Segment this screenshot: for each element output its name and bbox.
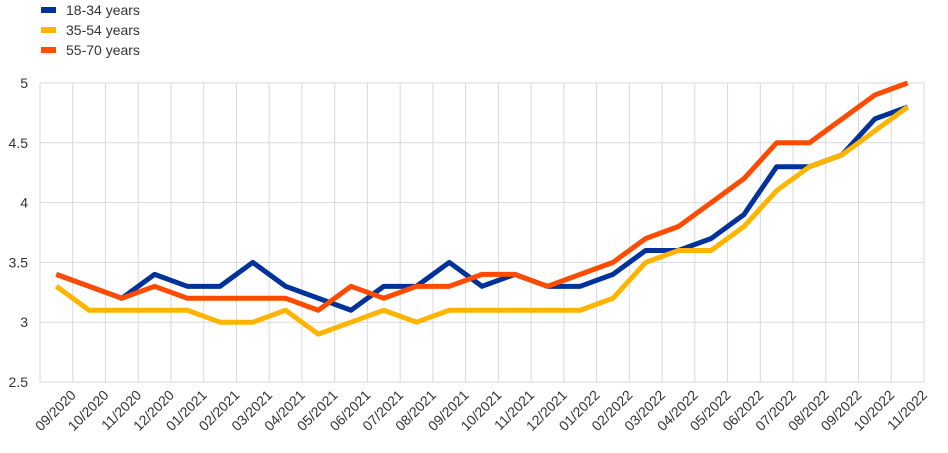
grid — [39, 82, 925, 383]
series-line-18-34-years — [55, 104, 909, 313]
legend-label: 35-54 years — [66, 22, 140, 38]
y-tick-label: 3.5 — [9, 254, 29, 270]
legend-swatch — [41, 7, 56, 13]
legend-swatch — [41, 47, 56, 53]
y-tick-label: 4.5 — [9, 135, 29, 151]
y-tick-label: 5 — [20, 75, 28, 91]
y-tick-label: 3 — [20, 314, 28, 330]
x-axis-ticks: 09/202010/202011/202012/202001/202102/20… — [32, 387, 931, 434]
legend-swatch — [41, 27, 56, 33]
y-tick-label: 4 — [20, 195, 28, 211]
legend-label: 18-34 years — [66, 2, 140, 18]
legend-label: 55-70 years — [66, 42, 140, 58]
y-axis-ticks: 2.5 3 3.5 4 4.5 5 — [9, 75, 29, 390]
series-line-35-54-years — [54, 104, 910, 337]
series-lines — [54, 80, 910, 337]
y-tick-label: 2.5 — [9, 374, 29, 390]
series-line-55-70-years — [55, 80, 909, 313]
legend: 18-34 years 35-54 years 55-70 years — [41, 2, 140, 58]
